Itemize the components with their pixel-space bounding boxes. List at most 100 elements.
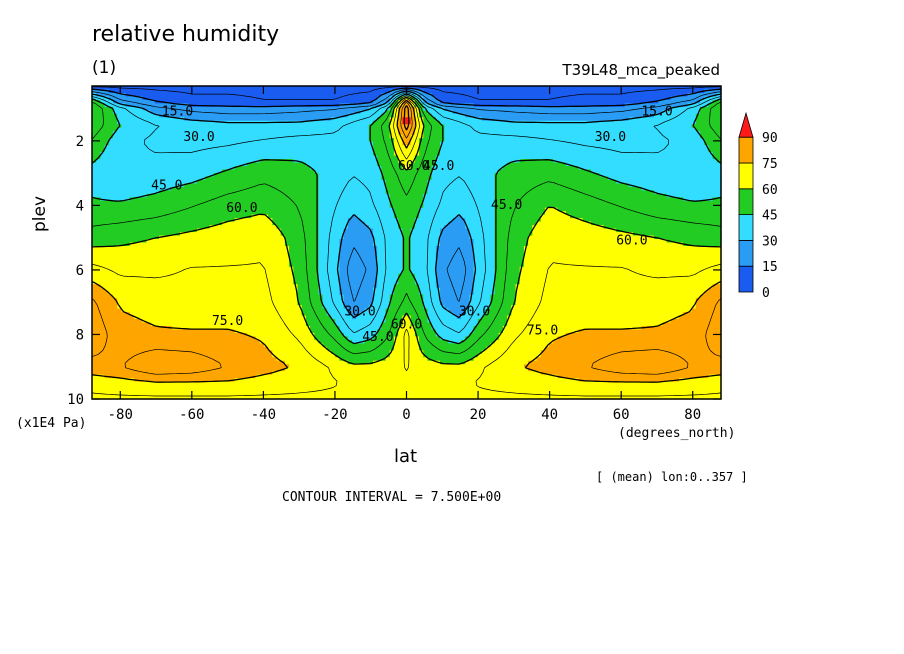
contour-cell xyxy=(318,145,324,150)
contour-cell xyxy=(184,89,190,94)
contour-cell xyxy=(515,138,521,143)
contour-cell xyxy=(519,117,525,122)
contour-cell xyxy=(263,159,269,164)
contour-cell xyxy=(465,134,470,139)
contour-cell xyxy=(96,145,101,150)
contour-cell xyxy=(658,145,663,150)
contour-cell xyxy=(92,172,97,178)
contour-cell xyxy=(695,92,701,98)
contour-cell xyxy=(574,124,580,129)
contour-cell xyxy=(427,179,433,184)
contour-cell xyxy=(574,169,580,174)
contour-cell xyxy=(674,197,680,202)
contour-cell xyxy=(494,113,500,118)
contour-cell xyxy=(700,152,705,157)
contour-cell xyxy=(607,148,613,153)
contour-cell xyxy=(351,113,357,118)
contour-cell xyxy=(674,155,680,160)
contour-cell xyxy=(591,113,596,118)
contour-cell xyxy=(481,197,487,202)
contour-cell xyxy=(209,120,215,125)
contour-cell xyxy=(280,96,286,101)
contour-cell xyxy=(452,141,458,146)
contour-cell xyxy=(92,165,97,171)
contour-cell xyxy=(511,127,517,132)
contour-cell xyxy=(108,152,114,157)
contour-cell xyxy=(632,106,638,111)
contour-cell xyxy=(209,145,215,150)
contour-cell xyxy=(444,197,450,202)
contour-cell xyxy=(431,131,437,136)
contour-cell xyxy=(221,131,227,136)
contour-cell xyxy=(356,92,361,98)
contour-cell xyxy=(620,89,626,94)
contour-cell xyxy=(360,165,366,171)
contour-cell xyxy=(280,190,286,195)
contour-cell xyxy=(188,106,194,111)
contour-cell xyxy=(502,113,508,118)
contour-cell xyxy=(133,165,139,171)
contour-cell xyxy=(163,138,169,143)
contour-cell xyxy=(490,141,496,146)
contour-cell xyxy=(582,117,588,122)
contour-cell xyxy=(347,176,353,181)
contour-cell xyxy=(603,172,609,178)
contour-cell xyxy=(163,124,169,129)
contour-cell xyxy=(557,165,563,171)
contour-cell xyxy=(331,162,336,167)
contour-cell xyxy=(490,148,496,153)
contour-cell xyxy=(570,131,575,136)
contour-cell xyxy=(335,183,340,188)
contour-cell xyxy=(159,155,164,160)
contour-cell xyxy=(117,172,122,178)
contour-cell xyxy=(171,99,177,104)
contour-cell xyxy=(104,138,110,143)
contour-cell xyxy=(658,127,663,132)
contour-cell xyxy=(230,186,236,191)
contour-cell xyxy=(674,117,680,122)
contour-cell xyxy=(343,169,349,174)
contour-cell xyxy=(351,96,357,101)
contour-cell xyxy=(431,145,437,150)
contour-cell xyxy=(586,197,592,202)
contour-cell xyxy=(611,110,617,115)
contour-cell xyxy=(322,148,328,153)
contour-cell xyxy=(532,186,538,191)
contour-cell xyxy=(372,117,378,122)
contour-cell xyxy=(607,134,613,139)
contour-cell xyxy=(448,155,454,160)
contour-cell xyxy=(704,89,710,94)
contour-cell xyxy=(544,131,550,136)
contour-cell xyxy=(419,197,424,202)
contour-cell xyxy=(649,165,655,171)
contour-cell xyxy=(465,127,470,132)
contour-cell xyxy=(498,190,504,195)
contour-cell xyxy=(570,159,575,164)
contour-cell xyxy=(683,127,689,132)
contour-cell xyxy=(540,148,546,153)
contour-cell xyxy=(171,159,177,164)
contour-cell xyxy=(226,200,231,205)
contour-cell xyxy=(389,183,395,188)
contour-cell xyxy=(276,145,282,150)
contour-cell xyxy=(108,117,114,122)
contour-cell xyxy=(356,172,361,178)
contour-cell xyxy=(549,106,554,111)
contour-cell xyxy=(469,106,475,111)
contour-cell xyxy=(159,103,164,108)
contour-cell xyxy=(611,183,617,188)
contour-cell xyxy=(490,92,496,98)
contour-cell xyxy=(276,113,282,118)
contour-cell xyxy=(159,141,164,146)
contour-cell xyxy=(234,162,240,167)
contour-cell xyxy=(586,152,592,157)
contour-cell xyxy=(448,193,454,198)
contour-cell xyxy=(201,155,206,160)
contour-cell xyxy=(146,86,152,91)
contour-cell xyxy=(284,148,290,153)
contour-cell xyxy=(318,134,324,139)
contour-cell xyxy=(196,176,202,181)
contour-cell xyxy=(477,172,483,178)
contour-cell xyxy=(427,138,433,143)
contour-cell xyxy=(351,190,357,195)
